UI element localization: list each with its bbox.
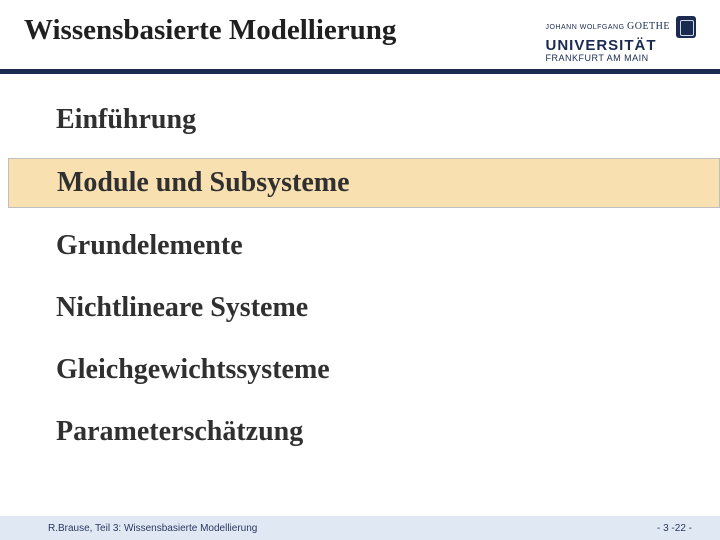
outline-item: Einführung <box>0 96 720 144</box>
footer-page-number: - 3 -22 - <box>657 523 692 534</box>
outline-item-highlighted: Module und Subsysteme <box>8 158 720 208</box>
logo-line1: JOHANN WOLFGANG GOETHE <box>545 16 696 38</box>
footer-left-text: R.Brause, Teil 3: Wissensbasierte Modell… <box>48 523 257 534</box>
slide-title: Wissensbasierte Modellierung <box>24 14 396 47</box>
slide-header: Wissensbasierte Modellierung JOHANN WOLF… <box>0 0 720 63</box>
slide-footer: R.Brause, Teil 3: Wissensbasierte Modell… <box>0 516 720 540</box>
outline-item: Nichtlineare Systeme <box>0 284 720 332</box>
logo-line1-text: JOHANN WOLFGANG GOETHE <box>545 22 670 33</box>
outline-list: Einführung Module und Subsysteme Grundel… <box>0 74 720 456</box>
university-logo: JOHANN WOLFGANG GOETHE UNIVERSITÄT FRANK… <box>545 14 696 63</box>
outline-item: Parameterschätzung <box>0 408 720 456</box>
outline-item: Gleichgewichtssysteme <box>0 346 720 394</box>
goethe-seal-icon <box>676 16 696 38</box>
outline-item: Grundelemente <box>0 222 720 270</box>
logo-line3: FRANKFURT AM MAIN <box>545 54 696 63</box>
logo-line2: UNIVERSITÄT <box>545 38 696 54</box>
